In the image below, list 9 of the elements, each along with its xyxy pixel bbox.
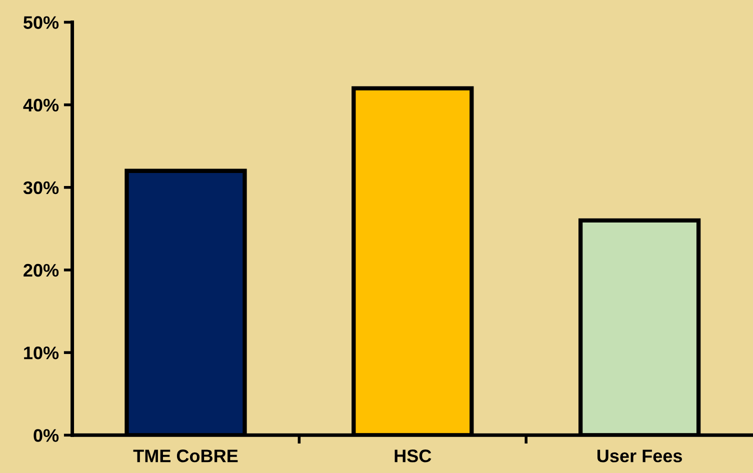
y-tick-label: 10% <box>24 346 59 360</box>
x-tick-label: TME CoBRE <box>133 450 238 462</box>
y-tick-label: 20% <box>24 264 59 277</box>
y-tick-label: 30% <box>23 181 59 194</box>
y-tick-label: 0% <box>34 429 59 442</box>
y-tick-label: 40% <box>23 98 59 112</box>
x-tick-label: User Fees <box>597 450 682 462</box>
x-tick-label: HSC <box>394 450 432 462</box>
y-tick-label: 50% <box>24 16 59 29</box>
